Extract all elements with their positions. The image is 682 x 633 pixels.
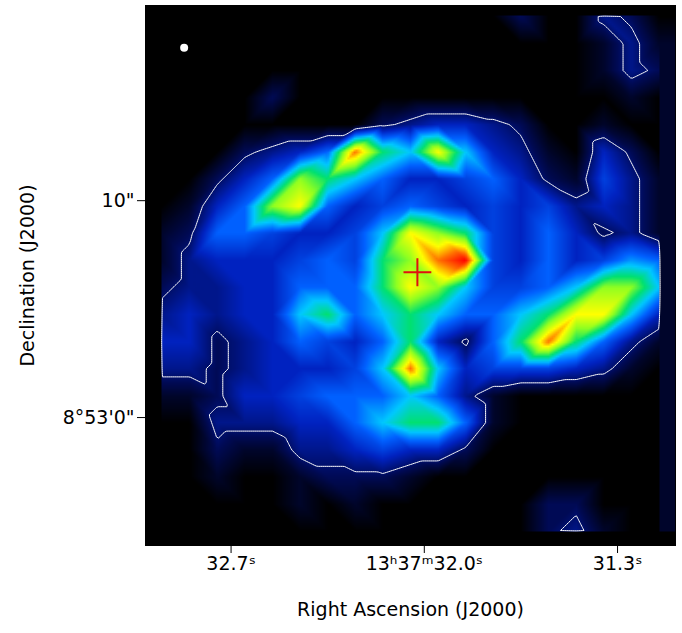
svg-text:31.3ˢ: 31.3ˢ (593, 552, 642, 574)
svg-text:Right Ascension (J2000): Right Ascension (J2000) (297, 598, 524, 620)
svg-text:13ʰ37ᵐ32.0ˢ: 13ʰ37ᵐ32.0ˢ (366, 552, 483, 574)
svg-text:8°53'0": 8°53'0" (63, 406, 135, 428)
svg-text:Declination (J2000): Declination (J2000) (16, 184, 38, 366)
svg-text:32.7ˢ: 32.7ˢ (206, 552, 255, 574)
svg-text:10": 10" (102, 189, 135, 211)
